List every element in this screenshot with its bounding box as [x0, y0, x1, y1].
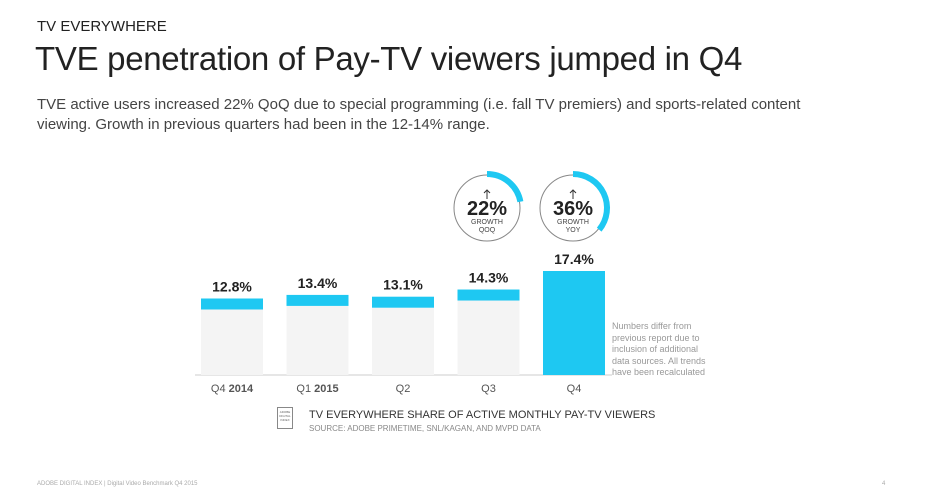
kicker: TV EVERYWHERE — [37, 18, 167, 35]
page-number: 4 — [882, 481, 886, 487]
page-title: TVE penetration of Pay-TV viewers jumped… — [35, 40, 743, 77]
growth-period: YOY — [566, 227, 581, 234]
subtitle: TVE active users increased 22% QoQ due t… — [37, 96, 801, 133]
growth-value: 22% — [467, 198, 507, 220]
x-tick-label: Q1 2015 — [296, 383, 338, 395]
data-label: 17.4% — [554, 251, 594, 267]
bar — [457, 289, 520, 301]
arrow-up-icon — [569, 189, 577, 199]
chart-source: SOURCE: ADOBE PRIMETIME, SNL/KAGAN, AND … — [309, 424, 541, 433]
x-tick-label: Q3 — [481, 383, 496, 395]
bar — [286, 294, 349, 306]
data-label: 13.4% — [298, 275, 338, 291]
bar-background — [457, 300, 520, 375]
bar-chart: 12.8% Q4 2014 13.4% Q1 2015 13.1% Q2 14.3% Q3 17… — [195, 171, 612, 395]
bar — [543, 271, 605, 375]
data-label: 13.1% — [383, 277, 423, 293]
growth-label: GROWTH — [471, 219, 503, 226]
x-tick-label: Q4 — [567, 383, 582, 395]
growth-value: 36% — [553, 198, 593, 220]
data-label: 14.3% — [469, 270, 509, 286]
growth-period: QOQ — [479, 227, 496, 234]
x-tick-label: Q4 2014 — [211, 383, 254, 395]
footer-text: ADOBE DIGITAL INDEX | Digital Video Benc… — [37, 481, 198, 487]
growth-label: GROWTH — [557, 219, 589, 226]
bar — [201, 298, 263, 310]
bar-background — [201, 309, 263, 375]
arrow-up-icon — [483, 189, 491, 199]
x-tick-label: Q2 — [396, 383, 411, 395]
growth-arc — [572, 171, 610, 232]
data-label: 12.8% — [212, 278, 252, 294]
growth-arc — [486, 171, 524, 203]
chart-note: Numbers differ from previous report due … — [612, 321, 706, 377]
bar — [372, 296, 434, 308]
bar-background — [286, 305, 349, 375]
bar-background — [372, 307, 434, 375]
adobe-digital-index-logo-icon: ADOBE DIGITAL INDEX — [277, 407, 293, 429]
chart-title: TV EVERYWHERE SHARE OF ACTIVE MONTHLY PA… — [309, 409, 656, 421]
